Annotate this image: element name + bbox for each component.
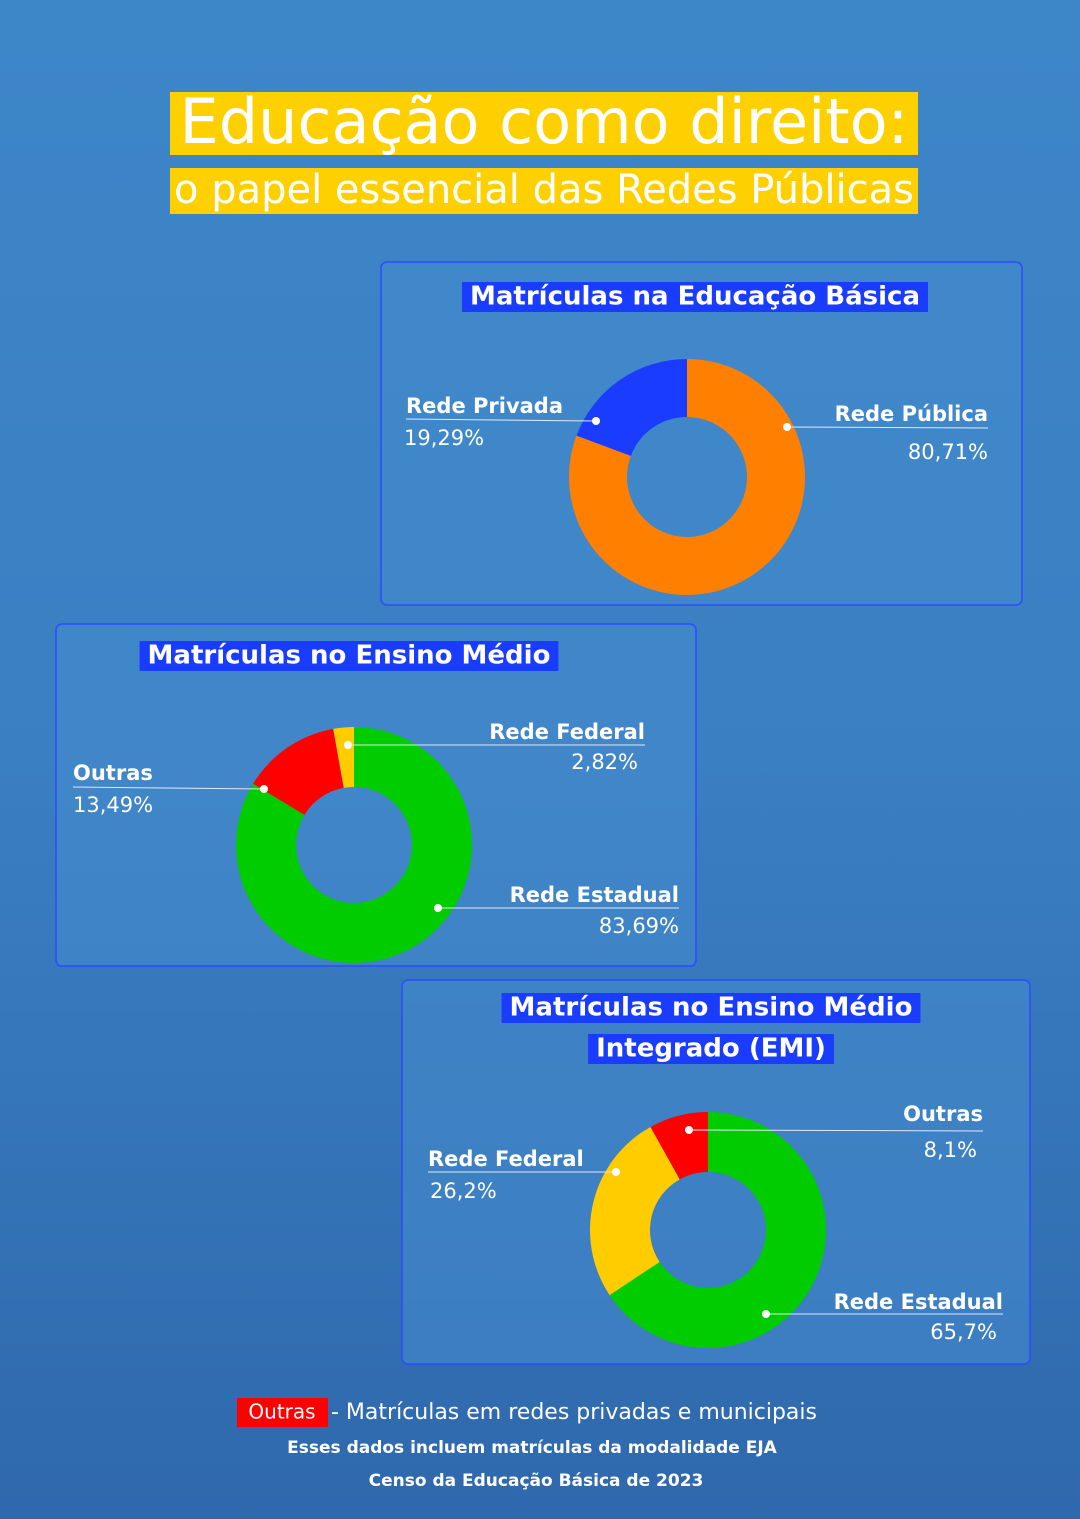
footer-source: Censo da Educação Básica de 2023 [369,1471,704,1491]
chart-title: Matrículas no Ensino Médio [510,993,913,1023]
slice-name: Rede Federal [428,1147,584,1171]
donut-slice [569,359,805,596]
leader-line [688,1129,984,1132]
leader-dot [685,1126,693,1134]
leader-dot [260,785,268,793]
leader-dot [762,1310,770,1318]
slice-name: Rede Estadual [510,883,679,907]
slice-value-label: 13,49% [73,793,153,817]
slice-name: Rede Pública [835,402,988,426]
main-title: Educação como direito: [180,85,909,158]
subtitle-highlight [170,168,918,214]
donut-slice [235,727,472,963]
slice-name: Outras [903,1102,983,1126]
slice-value-label: 83,69% [599,914,679,938]
leader-dot [344,741,352,749]
chart-title: Matrículas na Educação Básica [470,282,920,312]
leader-line [405,418,597,422]
key-highlight [237,1398,328,1427]
leader-line [786,426,989,429]
footer-key: Outras [248,1400,315,1424]
chart-title-highlight [139,641,559,671]
donut-slice [576,359,687,456]
slice-name: Rede Federal [489,720,645,744]
slice-name: Rede Privada [406,394,563,418]
slice-value-label: 26,2% [430,1179,497,1203]
footer-key-text: - Matrículas em redes privadas e municip… [331,1400,817,1425]
slice-name: Outras [73,761,153,785]
donut-slice [253,728,344,815]
leader-dot [592,417,600,425]
leader-dot [783,423,791,431]
slice-value-label: 65,7% [930,1320,997,1344]
donut-slice [650,1112,708,1180]
chart-title-highlight [461,282,929,312]
chart-title: Integrado (EMI) [596,1034,826,1064]
chart-panel [380,261,1023,606]
leader-line [72,786,265,790]
footer-note: Esses dados incluem matrículas da modali… [287,1438,778,1458]
leader-dot [612,1168,620,1176]
chart-panel [55,623,697,967]
chart-title: Matrículas no Ensino Médio [148,641,551,671]
chart-title-highlight [501,993,921,1023]
subtitle: o papel essencial das Redes Públicas [174,167,914,213]
slice-value-label: 2,82% [571,750,638,774]
donut-slice [609,1112,826,1348]
slice-value-label: 19,29% [404,426,484,450]
slice-name: Rede Estadual [834,1290,1003,1314]
title-highlight [170,92,918,155]
slice-value-label: 80,71% [908,440,988,464]
chart-title-highlight [588,1034,834,1064]
leader-dot [434,904,442,912]
donut-slice [589,1126,680,1296]
slice-value-label: 8,1% [924,1138,977,1162]
